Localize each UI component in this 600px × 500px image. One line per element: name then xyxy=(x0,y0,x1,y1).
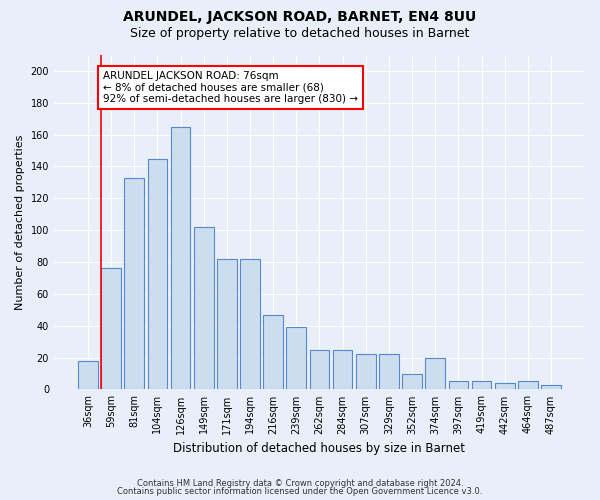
Bar xyxy=(148,158,167,390)
Text: Contains HM Land Registry data © Crown copyright and database right 2024.: Contains HM Land Registry data © Crown c… xyxy=(137,478,463,488)
Text: ARUNDEL JACKSON ROAD: 76sqm
← 8% of detached houses are smaller (68)
92% of semi: ARUNDEL JACKSON ROAD: 76sqm ← 8% of deta… xyxy=(103,71,358,104)
Text: Contains public sector information licensed under the Open Government Licence v3: Contains public sector information licen… xyxy=(118,487,482,496)
Bar xyxy=(472,382,491,390)
Bar xyxy=(379,354,399,390)
Bar xyxy=(240,259,260,390)
Bar xyxy=(194,227,214,390)
Bar xyxy=(333,350,352,390)
Bar xyxy=(101,268,121,390)
Bar xyxy=(518,382,538,390)
Text: ARUNDEL, JACKSON ROAD, BARNET, EN4 8UU: ARUNDEL, JACKSON ROAD, BARNET, EN4 8UU xyxy=(124,10,476,24)
Bar xyxy=(541,384,561,390)
Bar xyxy=(263,314,283,390)
Bar xyxy=(78,361,98,390)
Bar xyxy=(286,328,306,390)
Bar xyxy=(356,354,376,390)
Bar xyxy=(217,259,236,390)
Bar xyxy=(170,126,190,390)
Text: Size of property relative to detached houses in Barnet: Size of property relative to detached ho… xyxy=(130,28,470,40)
Bar xyxy=(449,382,468,390)
Bar xyxy=(124,178,144,390)
Y-axis label: Number of detached properties: Number of detached properties xyxy=(15,134,25,310)
Bar xyxy=(495,383,515,390)
X-axis label: Distribution of detached houses by size in Barnet: Distribution of detached houses by size … xyxy=(173,442,466,455)
Bar xyxy=(425,358,445,390)
Bar xyxy=(402,374,422,390)
Bar xyxy=(310,350,329,390)
